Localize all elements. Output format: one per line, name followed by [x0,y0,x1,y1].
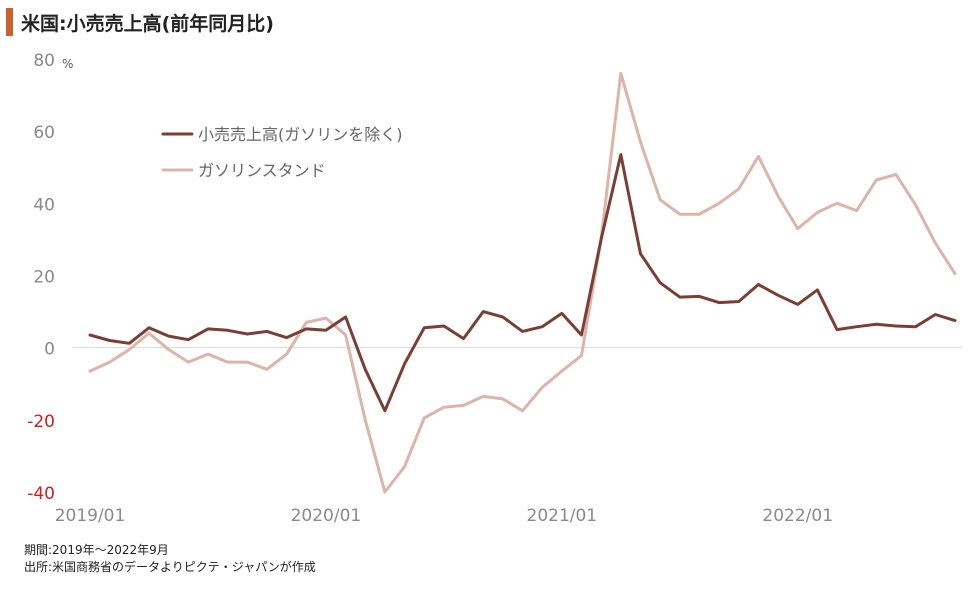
chart-title-bar: 米国:小売売上高(前年同月比) [6,8,274,36]
x-tick-label: 2022/01 [762,506,833,526]
chart-title: 米国:小売売上高(前年同月比) [21,12,274,35]
legend-label: 小売売上高(ガソリンを除く) [198,125,403,144]
y-tick-label: -40 [27,484,55,504]
y-tick-label: 60 [33,123,55,143]
axis-layer: -40 -20 0 20 40 60 80 % 2019/01 2020/01 2021/01 202… [27,51,962,526]
footnote-period: 期間:2019年～2022年9月 [24,543,169,557]
x-tick-label: 2021/01 [527,506,598,526]
legend: 小売売上高(ガソリンを除く) ガソリンスタンド [161,125,403,180]
y-tick-label: 0 [44,340,55,360]
line-chart: -40 -20 0 20 40 60 80 % 2019/01 2020/01 2021/01 202… [27,51,962,526]
series-line-gas-stations [88,71,957,494]
y-unit-label: % [62,57,73,71]
x-tick-label: 2019/01 [55,506,126,526]
title-accent-bar [6,8,13,36]
y-tick-label: 20 [33,268,55,288]
footnotes: 期間:2019年～2022年9月 出所:米国商務省のデータよりピクテ・ジャパンが… [24,542,316,576]
footnote-source: 出所:米国商務省のデータよりピクテ・ジャパンが作成 [24,560,316,574]
y-tick-label: -20 [27,412,55,432]
series-line-retail-ex-gas [88,153,957,413]
y-tick-label: 80 [33,51,55,71]
series-layer [88,71,957,494]
y-tick-label: 40 [33,195,55,215]
x-tick-label: 2020/01 [291,506,362,526]
legend-label: ガソリンスタンド [198,161,326,180]
